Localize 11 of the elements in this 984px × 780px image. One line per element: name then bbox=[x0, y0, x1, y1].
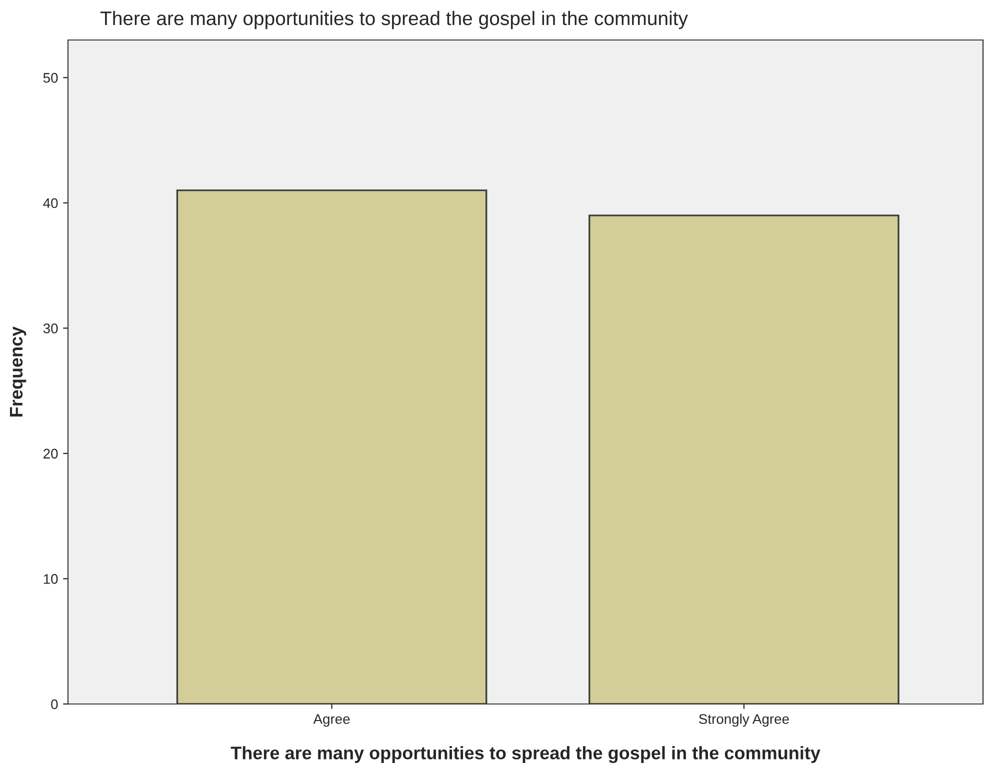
y-tick-label: 30 bbox=[43, 323, 58, 334]
chart-title: There are many opportunities to spread the gospel in the community bbox=[100, 10, 688, 30]
x-tick-label: Agree bbox=[313, 714, 350, 727]
y-tick-label: 40 bbox=[43, 198, 58, 208]
x-axis-title: There are many opportunities to spread the gospel in the community bbox=[230, 746, 820, 764]
y-tick-label: 20 bbox=[44, 448, 58, 459]
y-axis-title: Frequency bbox=[10, 326, 26, 416]
y-tick-label: 0 bbox=[51, 699, 58, 710]
x-tick-label: Strongly Agree bbox=[699, 714, 789, 727]
y-tick-label: 50 bbox=[43, 72, 58, 83]
y-tick-label: 10 bbox=[44, 574, 58, 584]
